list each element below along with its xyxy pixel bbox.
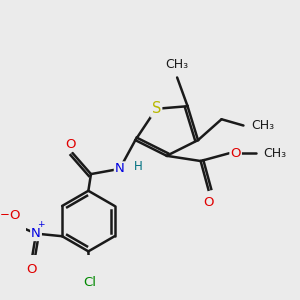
Text: O: O [65, 138, 75, 151]
Text: CH₃: CH₃ [251, 119, 274, 132]
Text: +: + [38, 220, 45, 229]
Text: Cl: Cl [83, 276, 96, 289]
Text: O: O [230, 147, 241, 160]
Text: CH₃: CH₃ [166, 58, 189, 71]
Text: S: S [152, 101, 161, 116]
Text: N: N [115, 162, 124, 176]
Text: O: O [27, 263, 37, 276]
Text: −: − [0, 208, 10, 221]
Text: O: O [9, 208, 19, 222]
Text: H: H [134, 160, 143, 173]
Text: O: O [203, 196, 214, 209]
Text: CH₃: CH₃ [263, 147, 286, 160]
Text: N: N [31, 227, 41, 240]
